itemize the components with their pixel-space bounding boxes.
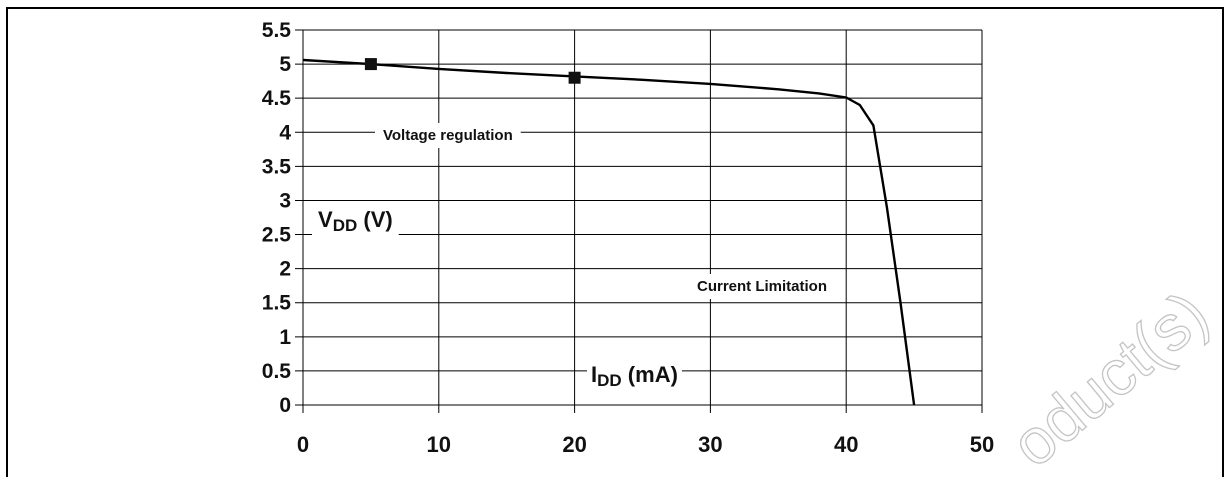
- x-axis-label: IDD (mA): [591, 362, 678, 390]
- y-tick-label: 2.5: [262, 224, 292, 247]
- y-tick-label: 3: [279, 189, 291, 212]
- y-axis-label-sub: DD: [333, 216, 358, 235]
- y-tick-label: 0: [279, 394, 291, 417]
- x-tick-label: 40: [834, 432, 858, 457]
- y-axis-label: VDD (V): [318, 207, 393, 235]
- current-limitation-label: Current Limitation: [697, 278, 827, 295]
- x-tick-label: 50: [970, 432, 994, 457]
- x-axis-label-main: I: [591, 362, 597, 387]
- y-axis-label-unit: (V): [357, 207, 392, 232]
- y-tick-label: 0.5: [262, 360, 292, 383]
- y-tick-label: 5.5: [262, 19, 292, 42]
- x-axis-label-sub: DD: [597, 371, 622, 390]
- grid: [295, 29, 983, 413]
- y-tick-label: 4: [279, 121, 291, 144]
- figure-frame: [6, 7, 1224, 477]
- x-tick-label: 0: [297, 432, 309, 457]
- voltage-regulation-label-bg: [375, 123, 521, 148]
- x-tick-labels: 0 10 20 30 40 50: [297, 432, 994, 457]
- y-tick-label: 3.5: [262, 155, 292, 178]
- current-limitation-label-bg: [691, 274, 833, 299]
- data-point-marker: [568, 71, 581, 84]
- x-tick-label: 20: [562, 432, 586, 457]
- x-axis-label-unit: (mA): [622, 362, 678, 387]
- y-tick-label: 2: [279, 258, 291, 281]
- data-point-marker: [364, 58, 377, 71]
- y-axis-label-bg: [312, 203, 399, 239]
- voltage-regulation-label: Voltage regulation: [383, 127, 513, 144]
- x-tick-label: 30: [698, 432, 722, 457]
- x-tick-label: 10: [427, 432, 451, 457]
- y-axis-label-main: V: [318, 207, 333, 232]
- y-tick-label: 4.5: [262, 87, 292, 110]
- y-tick-label: 1.5: [262, 292, 292, 315]
- y-tick-label: 5: [279, 53, 291, 76]
- y-tick-labels: 0 0.5 1 1.5 2 2.5 3 3.5 4 4.5 5 5.5: [262, 19, 292, 417]
- series-line: [302, 58, 916, 406]
- series-markers: [364, 58, 581, 84]
- x-axis-label-bg: [587, 359, 682, 393]
- y-tick-label: 1: [279, 326, 291, 349]
- watermark: oduct(s): [998, 277, 1221, 474]
